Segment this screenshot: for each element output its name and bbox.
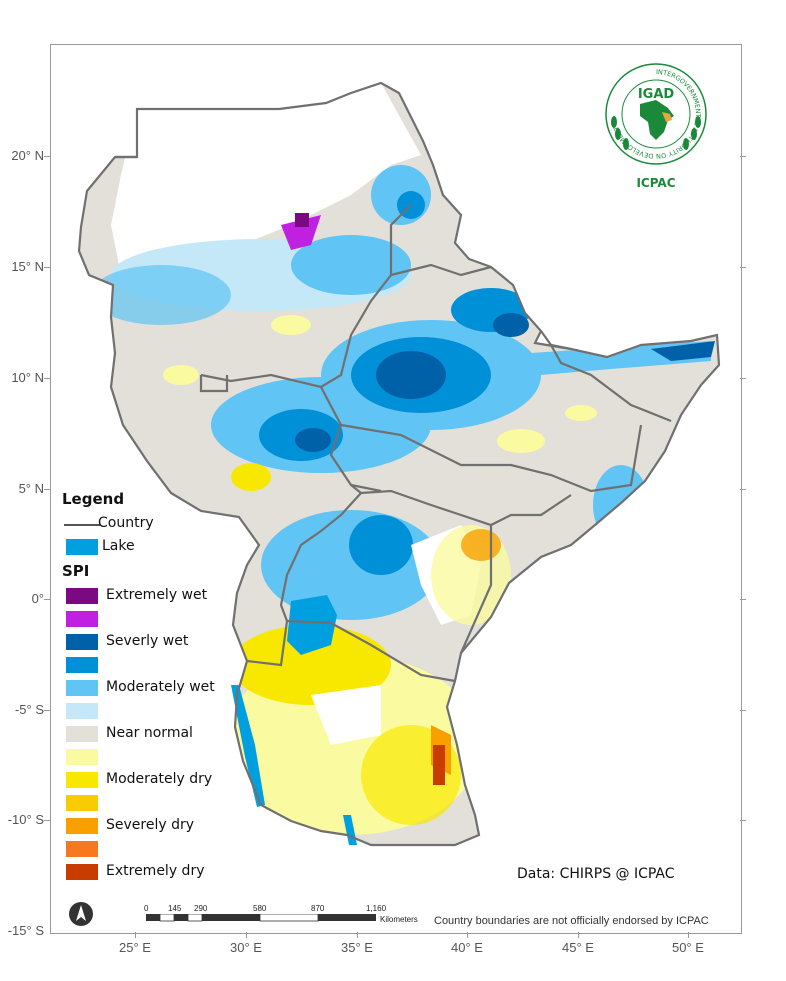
spi-class-label: Extremely dry [106,863,205,879]
legend-country-label: Country [98,515,154,531]
spi-class-row [62,609,232,632]
spi-class-row: Severly wet [62,632,232,655]
spi-class-label: Moderately dry [106,771,213,787]
tick-left [44,489,50,490]
tick-left [44,156,50,157]
data-credit: Data: CHIRPS @ ICPAC [517,866,675,882]
lat-label-20n: 20° N [11,148,44,163]
legend: Legend Country Lake SPI Extremely wet Sev… [62,490,232,885]
lon-label-50e: 50° E [672,940,704,955]
lat-label-5s: -5° S [14,702,44,717]
tick-right [740,710,746,711]
tick-bottom [357,932,358,938]
igad-emblem: INTERGOVERNMENTAL AUTHORITY ON DEVELOPME… [605,63,707,190]
tick-bottom [578,932,579,938]
legend-lake-label: Lake [102,538,135,554]
tick-bottom [135,932,136,938]
spi-swatch [66,634,98,650]
tick-right [740,820,746,821]
spi-class-row [62,701,232,724]
lat-label-15s: -15° S [7,923,44,938]
spi-class-row: Moderately dry [62,770,232,793]
spi-swatch [66,841,98,857]
tick-right [740,267,746,268]
spi-classes: Extremely wet Severly wet Moderately wet Ne… [62,586,232,885]
tick-bottom [246,932,247,938]
legend-lake: Lake [62,537,232,560]
lat-label-15n: 15° N [11,259,44,274]
scale-unit: Kilometers [380,915,418,924]
spi-class-row: Extremely wet [62,586,232,609]
spi-swatch [66,588,98,604]
spi-swatch [66,795,98,811]
north-arrow-icon [68,901,94,927]
spi-swatch [66,864,98,880]
spi-class-row: Extremely dry [62,862,232,885]
spi-swatch [66,818,98,834]
scale-bar: 0 145 290 580 870 1,160 Kilometers [140,904,430,928]
lon-label-30e: 30° E [230,940,262,955]
spi-class-row: Moderately wet [62,678,232,701]
scale-label: 580 [253,904,267,913]
map-frame [50,44,742,934]
spi-swatch [66,726,98,742]
spi-swatch [66,611,98,627]
tick-bottom [688,932,689,938]
tick-right [740,156,746,157]
scale-bar-graphic [146,914,376,922]
spi-title: SPI [62,562,90,580]
spi-class-row: Near normal [62,724,232,747]
spi-class-row [62,747,232,770]
logo-subtitle: ICPAC [636,176,675,190]
lake-swatch [66,539,98,555]
scale-label: 145 [168,904,182,913]
spi-class-label: Moderately wet [106,679,215,695]
spi-swatch [66,749,98,765]
tick-left [44,820,50,821]
tick-left [44,710,50,711]
tick-right [740,489,746,490]
lon-label-25e: 25° E [119,940,151,955]
tick-right [740,599,746,600]
igad-logo: INTERGOVERNMENTAL AUTHORITY ON DEVELOPME… [600,60,712,190]
spi-class-row: Severely dry [62,816,232,839]
scale-label: 290 [194,904,208,913]
logo-name: IGAD [638,87,675,102]
lake-tanganyika [231,685,265,807]
legend-country: Country [62,514,232,537]
tick-left [44,378,50,379]
tick-right [740,378,746,379]
country-boundaries [77,81,721,847]
lake-victoria [287,595,337,655]
lon-label-45e: 45° E [562,940,594,955]
tick-left [44,599,50,600]
scale-label: 870 [311,904,325,913]
lat-label-10s: -10° S [7,812,44,827]
spi-class-label: Extremely wet [106,587,208,603]
spi-swatch [66,772,98,788]
lat-label-10n: 10° N [11,370,44,385]
country-line-swatch [64,524,100,526]
spi-class-row [62,793,232,816]
tick-bottom [467,932,468,938]
scale-label: 0 [144,904,149,913]
spi-patches [91,83,715,835]
lon-label-40e: 40° E [451,940,483,955]
map-canvas [77,81,721,847]
spi-class-label: Severly wet [106,633,189,649]
spi-class-label: Severely dry [106,817,195,833]
lat-label-5n: 5° N [18,481,44,496]
spi-class-row [62,655,232,678]
scale-label: 1,160 [366,904,387,913]
spi-class-label: Near normal [106,725,193,741]
spi-swatch [66,703,98,719]
tick-left [44,267,50,268]
boundary-note: Country boundaries are not officially en… [434,915,709,927]
spi-swatch [66,680,98,696]
spi-class-row [62,839,232,862]
lon-label-35e: 35° E [341,940,373,955]
legend-title: Legend [62,490,125,508]
spi-swatch [66,657,98,673]
lat-label-0: 0° [31,591,44,606]
